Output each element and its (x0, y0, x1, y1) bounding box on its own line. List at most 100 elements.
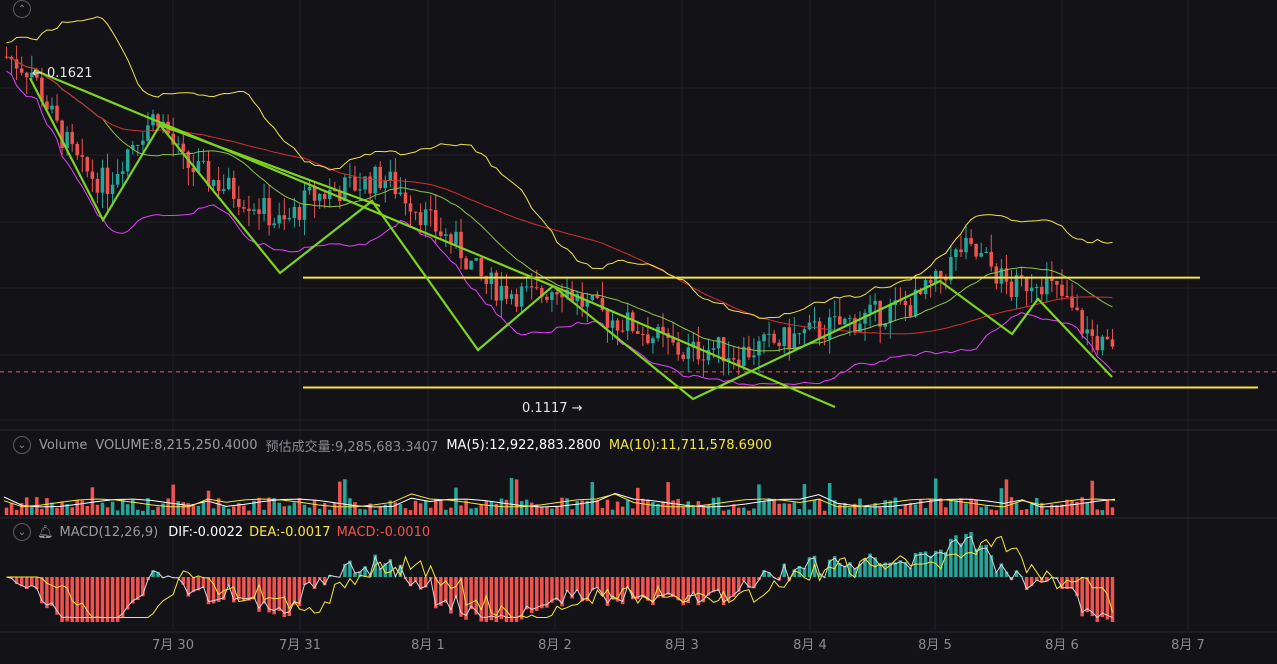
volume-bar (504, 499, 509, 515)
volume-bar (120, 499, 125, 515)
volume-bar (35, 497, 39, 515)
macd-bar (706, 577, 711, 596)
macd-bar (686, 577, 691, 604)
volume-bar (519, 501, 524, 515)
macd-bar (322, 577, 327, 586)
macd-bar (908, 567, 913, 577)
x-tick-label: 8月 5 (918, 638, 952, 653)
candle-body (262, 198, 266, 215)
macd-bar (434, 577, 438, 609)
macd-bar (883, 562, 887, 577)
candle-body (1110, 339, 1115, 347)
macd-bar (509, 577, 514, 622)
candle-body (949, 257, 953, 281)
volume-bar (131, 499, 135, 515)
macd-bar (817, 573, 822, 577)
volume-bar (232, 506, 236, 515)
candle-body (827, 317, 832, 340)
candle-body (327, 189, 332, 200)
candle-body (226, 177, 231, 190)
volume-bar (206, 490, 211, 515)
candle-body (1095, 335, 1100, 351)
macd-bar (287, 577, 292, 617)
macd-bar (75, 577, 79, 622)
volume-bar (959, 498, 963, 515)
candle-body (211, 180, 216, 187)
macd-bar (398, 564, 403, 577)
candle-body (701, 359, 706, 361)
candle-body (120, 171, 125, 174)
candle-body (509, 294, 514, 299)
macd-bar (731, 577, 736, 597)
candle-body (1019, 275, 1024, 278)
volume-bar (423, 500, 428, 515)
candle-body (767, 333, 771, 335)
candle-body (868, 304, 872, 313)
volume-bar (550, 508, 554, 515)
macd-toggle-icon[interactable]: ⌄ (13, 523, 31, 541)
candle-body (1060, 284, 1064, 297)
macd-bar (1045, 577, 1049, 582)
volume-name: Volume (39, 437, 88, 453)
volume-bar (868, 507, 872, 515)
macd-bar (540, 577, 544, 609)
macd-bar (570, 577, 574, 599)
macd-bar (85, 577, 90, 622)
candle-body (686, 347, 691, 359)
candle-body (903, 300, 908, 306)
volume-toggle-icon[interactable]: ⌄ (13, 436, 31, 454)
macd-bar (257, 577, 261, 612)
volume-bar (146, 497, 150, 515)
macd-bar (50, 577, 54, 606)
candle-body (383, 181, 388, 189)
volume-bar (60, 501, 64, 515)
macd-bar (1105, 577, 1110, 620)
macd-bar (560, 577, 564, 607)
candle-body (974, 243, 978, 257)
candle-body (252, 209, 256, 211)
macd-bar (661, 577, 665, 598)
volume-bar (838, 504, 842, 515)
candle-body (792, 333, 797, 349)
macd-bar (307, 577, 312, 583)
volume-bar (110, 501, 115, 515)
x-tick-label: 8月 4 (793, 638, 827, 653)
volume-bar (302, 504, 307, 515)
macd-bar (742, 577, 746, 582)
volume-bar (30, 505, 34, 515)
volume-bar (913, 504, 918, 515)
collapse-icon[interactable]: ⌃ (13, 0, 31, 18)
candle-body (580, 293, 584, 307)
candle-body (817, 321, 822, 339)
macd-bar (1029, 577, 1034, 587)
macd-bar (1009, 577, 1014, 581)
candle-body (535, 287, 539, 289)
macd-bar (1060, 577, 1064, 589)
volume-bar (615, 501, 620, 515)
volume-bar (620, 506, 625, 515)
macd-bar (666, 577, 670, 595)
volume-bar (742, 507, 746, 515)
bell-icon[interactable]: 🔔︎ (37, 524, 54, 540)
candle-body (181, 143, 186, 152)
candle-body (115, 173, 120, 185)
candle-body (555, 292, 559, 295)
candle-body (913, 289, 918, 317)
macd-bar (146, 577, 150, 581)
volume-bar (918, 499, 923, 515)
macd-bar (247, 577, 251, 601)
volume-bar (484, 501, 489, 515)
macd-bar (181, 577, 186, 585)
candle-body (1105, 336, 1110, 340)
candle-body (242, 207, 246, 209)
macd-bar (797, 565, 802, 577)
volume-bar (90, 487, 95, 515)
macd-bar (55, 577, 59, 615)
volume-bar (691, 505, 696, 515)
macd-bar (9, 577, 14, 579)
candle-body (459, 231, 463, 259)
candle-body (302, 190, 307, 220)
candle-body (1070, 296, 1074, 308)
volume-bar (807, 509, 812, 515)
